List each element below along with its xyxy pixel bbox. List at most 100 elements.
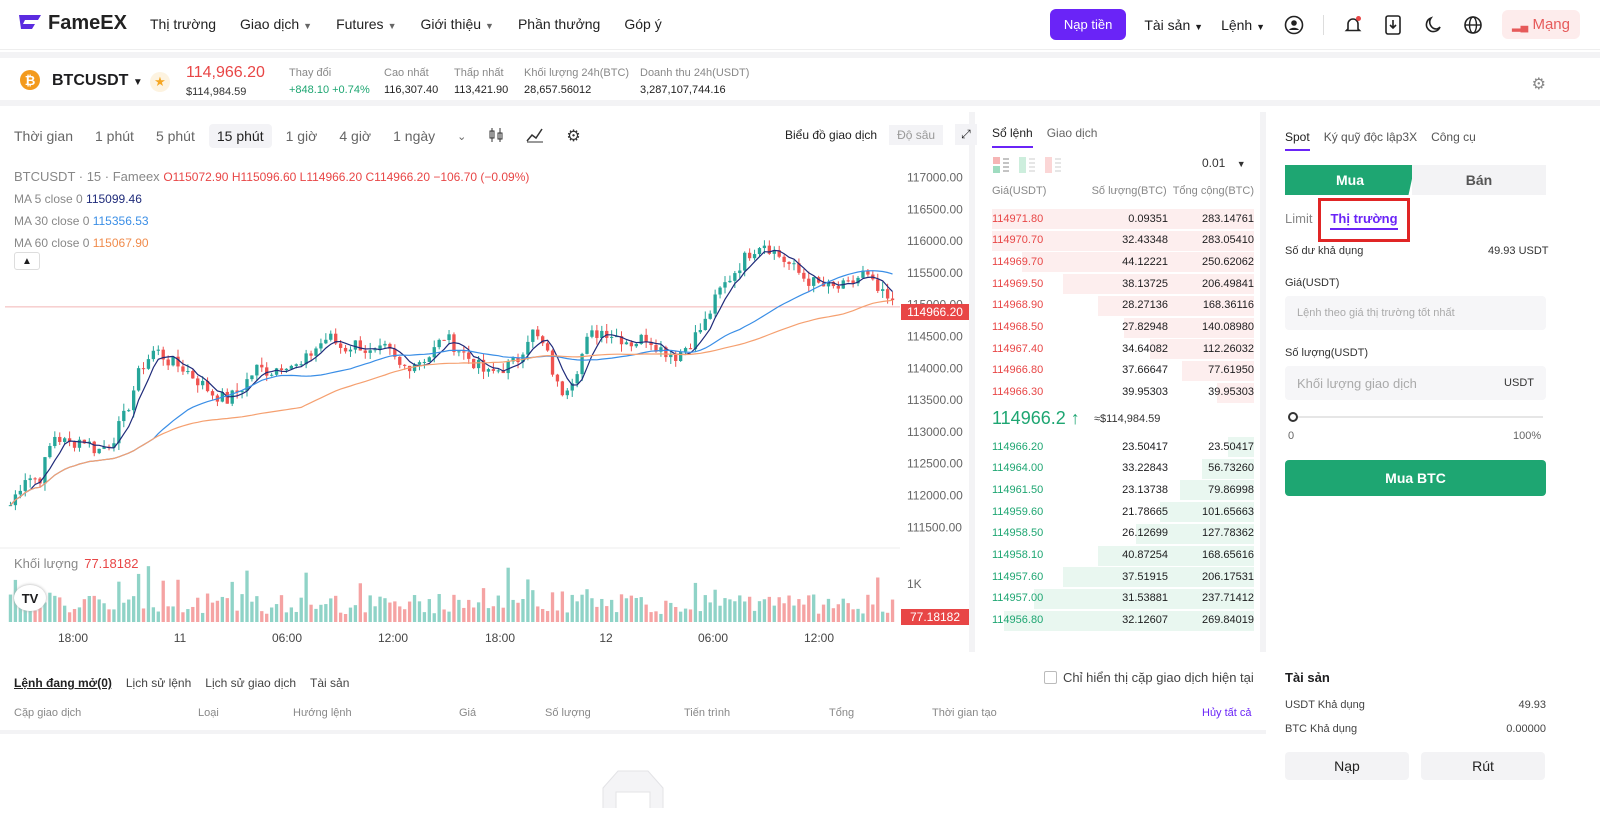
volume-bar xyxy=(531,590,535,622)
volume-bar xyxy=(836,604,840,622)
amount-slider[interactable] xyxy=(1288,412,1543,432)
only-current-pair-toggle[interactable]: Chỉ hiển thị cặp giao dịch hiện tại xyxy=(1044,670,1254,685)
assets-menu[interactable]: Tài sản ▼ xyxy=(1144,16,1204,33)
candle-type-icon[interactable] xyxy=(488,127,504,146)
cancel-all-link[interactable]: Hủy tất cả xyxy=(1202,707,1252,719)
bid-row[interactable]: 114957.60 37.51915 206.17531 xyxy=(992,566,1254,588)
ask-row[interactable]: 114971.80 0.09351 283.14761 xyxy=(992,208,1254,229)
nav-item-about[interactable]: Giới thiệu ▼ xyxy=(420,16,494,32)
stat-high: Cao nhất 116,307.40 xyxy=(384,67,439,96)
tab-assets[interactable]: Tài sản xyxy=(310,676,350,690)
bid-row[interactable]: 114956.80 32.12607 269.84019 xyxy=(992,610,1254,631)
candle-body xyxy=(210,391,215,396)
ask-row[interactable]: 114968.90 28.27136 168.36116 xyxy=(992,295,1254,316)
candle-body xyxy=(102,446,106,449)
indicator-icon[interactable] xyxy=(526,127,544,146)
gear-icon[interactable]: ⚙ xyxy=(1531,76,1546,93)
timeframe-1h[interactable]: 1 giờ xyxy=(285,128,318,144)
ask-row[interactable]: 114968.50 27.82948 140.08980 xyxy=(992,317,1254,338)
volume-bar xyxy=(38,607,42,622)
bell-icon[interactable] xyxy=(1342,14,1364,36)
candle-body xyxy=(866,270,870,275)
user-icon[interactable] xyxy=(1283,14,1305,36)
x-tick-label: 06:00 xyxy=(698,631,728,645)
candle-body xyxy=(659,347,663,352)
expand-icon[interactable]: ⤢ xyxy=(955,124,977,145)
chevron-down-icon[interactable]: ⌄ xyxy=(457,130,467,143)
nav-item-market[interactable]: Thị trường xyxy=(150,16,217,32)
fameex-logo-icon xyxy=(19,14,41,29)
amount-input[interactable]: Khối lượng giao dịch USDT xyxy=(1285,366,1546,400)
ask-row[interactable]: 114969.50 38.13725 206.49841 xyxy=(992,273,1254,295)
book-both-icon[interactable] xyxy=(992,156,1010,179)
candle-body xyxy=(240,390,244,392)
nav-item-trade[interactable]: Giao dịch ▼ xyxy=(240,16,313,32)
gear-icon[interactable]: ⚙ xyxy=(566,128,581,145)
brand-logo[interactable]: FameEX xyxy=(18,12,127,35)
precision-select[interactable]: 0.01 ▼ xyxy=(1202,156,1246,170)
withdraw-button[interactable]: Rút xyxy=(1421,752,1545,780)
moon-icon[interactable] xyxy=(1422,14,1444,36)
tab-tools[interactable]: Công cụ xyxy=(1431,130,1476,144)
order-type-market[interactable]: Thị trường xyxy=(1318,198,1410,242)
orders-menu[interactable]: Lệnh ▼ xyxy=(1221,16,1266,33)
ask-row[interactable]: 114966.80 37.66647 77.61950 xyxy=(992,360,1254,381)
depth-bar xyxy=(1159,502,1254,523)
timeframe-1d[interactable]: 1 ngày xyxy=(393,128,436,144)
volume-bar xyxy=(398,606,402,622)
tab-order-book[interactable]: Sổ lệnh xyxy=(992,126,1033,148)
volume-bar xyxy=(738,595,742,622)
bid-row[interactable]: 114964.00 33.22843 56.73260 xyxy=(992,458,1254,479)
deposit-button[interactable]: Nạp tiền xyxy=(1049,9,1127,40)
candle-body xyxy=(580,353,584,375)
slider-handle[interactable] xyxy=(1288,412,1298,422)
book-asks-icon[interactable] xyxy=(1044,156,1062,179)
bid-row[interactable]: 114966.20 23.50417 23.50417 xyxy=(992,436,1254,457)
download-icon[interactable] xyxy=(1382,14,1404,36)
deposit-asset-button[interactable]: Nạp xyxy=(1285,752,1409,780)
candle-body xyxy=(812,277,816,286)
collapse-legend-button[interactable]: ▲ xyxy=(14,252,40,270)
timeframe-4h[interactable]: 4 giờ xyxy=(339,128,372,144)
tab-margin[interactable]: Ký quỹ độc lập3X xyxy=(1323,130,1418,144)
network-button[interactable]: ▂▄ Mạng xyxy=(1502,10,1580,39)
tab-order-history[interactable]: Lịch sử lệnh xyxy=(125,676,192,690)
tab-trade-history[interactable]: Lịch sử giao dịch xyxy=(205,676,297,690)
chevron-down-icon: ▼ xyxy=(1256,21,1266,32)
ask-row[interactable]: 114966.30 39.95303 39.95303 xyxy=(992,382,1254,403)
view-depth-chart[interactable]: Độ sâu xyxy=(889,124,944,145)
bid-row[interactable]: 114958.10 40.87254 168.65616 xyxy=(992,545,1254,566)
pair-selector[interactable]: BTCUSDT ▼ xyxy=(52,72,143,89)
bid-row[interactable]: 114958.50 26.12699 127.78362 xyxy=(992,523,1254,544)
ask-row[interactable]: 114967.40 34.64082 112.26032 xyxy=(992,338,1254,360)
nav-item-feedback[interactable]: Góp ý xyxy=(624,16,662,32)
tab-spot[interactable]: Spot xyxy=(1285,130,1310,151)
bid-row[interactable]: 114957.00 31.53881 237.71412 xyxy=(992,588,1254,609)
buy-btc-button[interactable]: Mua BTC xyxy=(1285,460,1546,496)
sell-side-button[interactable]: Bán xyxy=(1412,165,1546,195)
tradingview-logo[interactable]: TV xyxy=(14,585,46,611)
bid-row[interactable]: 114961.50 23.13738 79.86998 xyxy=(992,479,1254,501)
favorite-star-icon[interactable]: ★ xyxy=(150,72,170,92)
candlestick-chart[interactable]: 117000.00116500.00116000.00115500.001150… xyxy=(0,160,970,652)
timeframe-5m[interactable]: 5 phút xyxy=(155,128,195,144)
tab-trades[interactable]: Giao dịch xyxy=(1046,126,1098,140)
price-input[interactable]: Lệnh theo giá thị trường tốt nhất xyxy=(1285,296,1546,330)
buy-side-button[interactable]: Mua xyxy=(1285,165,1415,195)
ask-row[interactable]: 114970.70 32.43348 283.05410 xyxy=(992,230,1254,251)
bid-row[interactable]: 114959.60 21.78665 101.65663 xyxy=(992,501,1254,523)
book-bids-icon[interactable] xyxy=(1018,156,1036,179)
nav-item-futures[interactable]: Futures ▼ xyxy=(336,16,397,32)
timeframe-time[interactable]: Thời gian xyxy=(14,128,73,144)
view-trading-chart[interactable]: Biểu đồ giao dịch xyxy=(785,127,878,142)
ask-row[interactable]: 114969.70 44.12221 250.62062 xyxy=(992,251,1254,273)
timeframe-15m[interactable]: 15 phút xyxy=(208,124,272,148)
nav-item-rewards[interactable]: Phần thưởng xyxy=(517,16,601,32)
timeframe-1m[interactable]: 1 phút xyxy=(95,128,134,144)
globe-icon[interactable] xyxy=(1462,14,1484,36)
depth-bar xyxy=(1217,382,1254,403)
tab-open-orders[interactable]: Lệnh đang mở(0) xyxy=(14,676,112,690)
order-book-panel xyxy=(981,112,1266,652)
checkbox[interactable] xyxy=(1044,671,1057,684)
order-type-limit[interactable]: Limit xyxy=(1285,211,1313,226)
